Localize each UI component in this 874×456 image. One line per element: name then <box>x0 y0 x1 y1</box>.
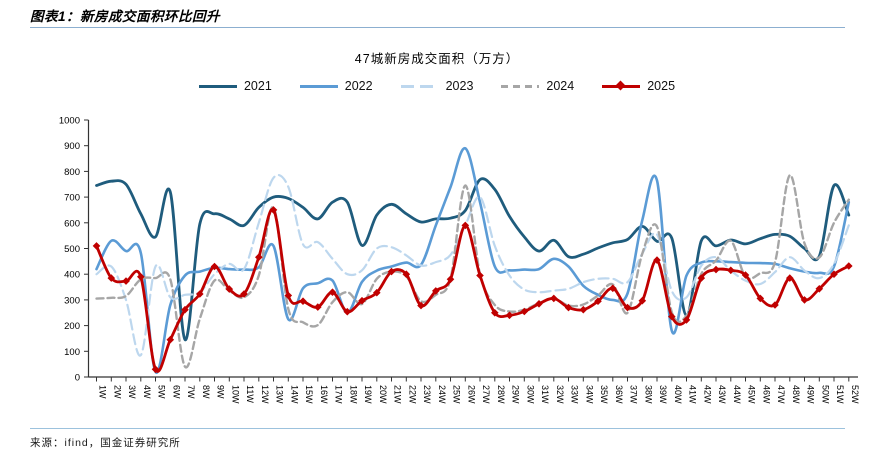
series-line-2025 <box>95 208 851 373</box>
x-tick-label: 25W <box>452 385 462 404</box>
y-tick-label: 200 <box>64 321 80 332</box>
series-line-2021 <box>95 177 851 342</box>
x-tick-label: 21W <box>393 385 403 404</box>
y-tick-label: 100 <box>64 347 80 358</box>
legend-item-2024: 2024 <box>501 79 574 93</box>
x-tick-label: 37W <box>629 385 639 404</box>
legend-item-2025: 2025 <box>602 79 675 93</box>
legend-label-2025: 2025 <box>647 79 676 93</box>
x-tick-label: 52W <box>850 385 860 404</box>
x-tick-label: 24W <box>437 385 447 404</box>
x-tick-label: 40W <box>673 385 683 404</box>
x-tick-label: 5W <box>157 385 167 399</box>
x-tick-label: 13W <box>275 385 285 404</box>
legend-label-2024: 2024 <box>546 79 575 93</box>
y-tick-label: 500 <box>64 244 80 255</box>
x-tick-label: 32W <box>555 385 565 404</box>
diamond-marker-icon <box>615 80 626 90</box>
x-tick-label: 31W <box>540 385 550 404</box>
x-tick-label: 28W <box>496 385 506 404</box>
series-line-2022 <box>95 146 851 374</box>
x-tick-label: 50W <box>821 385 831 404</box>
x-tick-label: 45W <box>747 385 757 404</box>
x-tick-label: 12W <box>260 385 270 404</box>
header-divider <box>30 27 845 28</box>
y-tick-label: 700 <box>64 193 80 204</box>
x-tick-label: 51W <box>835 385 845 404</box>
line-chart: 0 100 200 300 400 500 600 700 800 900 1000 1W 2W 3W 4W… <box>59 116 860 405</box>
x-tick-label: 10W <box>231 385 241 404</box>
legend-item-2023: 2023 <box>400 79 474 93</box>
x-tick-label: 17W <box>334 385 344 404</box>
x-tick-label: 44W <box>732 385 742 404</box>
y-tick-label: 900 <box>64 141 80 152</box>
x-tick-label: 33W <box>570 385 580 404</box>
series-line-2023 <box>95 173 850 357</box>
x-tick-label: 4W <box>142 385 152 399</box>
x-tick-label: 42W <box>703 385 713 404</box>
x-tick-label: 6W <box>172 385 182 399</box>
x-tick-label: 35W <box>599 385 609 404</box>
legend-label-2021: 2021 <box>243 79 272 93</box>
x-tick-label: 48W <box>791 385 801 404</box>
x-tick-label: 19W <box>363 385 373 404</box>
legend-label-2022: 2022 <box>344 79 373 93</box>
x-tick-label: 9W <box>216 385 226 399</box>
legend-marker-2023-icon <box>400 82 439 91</box>
y-tick-label: 400 <box>64 270 80 281</box>
x-tick-label: 49W <box>806 385 816 404</box>
x-tick-label: 22W <box>408 385 418 404</box>
x-tick-label: 39W <box>658 385 668 404</box>
legend-marker-2021-icon <box>198 82 237 91</box>
y-tick-label: 600 <box>64 218 80 229</box>
source-note: 来源：ifind，国金证券研究所 <box>30 437 181 449</box>
footer-divider <box>30 428 845 429</box>
x-tick-label: 14W <box>290 385 300 404</box>
figure-title: 图表1：新房成交面积环比回升 <box>30 9 221 24</box>
y-tick-label: 300 <box>64 295 80 306</box>
x-tick-label: 36W <box>614 385 624 404</box>
x-tick-label: 46W <box>762 385 772 404</box>
x-tick-label: 1W <box>98 385 108 399</box>
legend-marker-2025-icon <box>602 80 641 91</box>
legend-label-2023: 2023 <box>445 79 474 93</box>
chart-legend: 2021 2022 2023 2024 2025 <box>0 79 874 93</box>
x-tick-label: 29W <box>511 385 521 404</box>
x-tick-label: 2W <box>113 385 123 399</box>
x-tick-label: 26W <box>467 385 477 404</box>
y-tick-label: 1000 <box>59 116 80 127</box>
x-tick-label: 23W <box>422 385 432 404</box>
x-tick-label: 18W <box>349 385 359 404</box>
legend-marker-2024-icon <box>501 82 540 91</box>
legend-marker-2022-icon <box>299 82 338 91</box>
x-tick-label: 43W <box>717 385 727 404</box>
x-tick-label: 41W <box>688 385 698 404</box>
y-tick-label: 800 <box>64 167 80 178</box>
x-tick-label: 15W <box>304 385 314 404</box>
x-tick-label: 16W <box>319 385 329 404</box>
x-tick-label: 27W <box>481 385 491 404</box>
x-tick-label: 3W <box>127 385 137 399</box>
x-tick-label: 8W <box>201 385 211 399</box>
x-tick-label: 38W <box>644 385 654 404</box>
y-tick-label: 0 <box>75 373 80 384</box>
x-tick-label: 20W <box>378 385 388 404</box>
legend-item-2021: 2021 <box>198 79 272 93</box>
series-line-2024 <box>95 174 850 369</box>
x-tick-label: 47W <box>776 385 786 404</box>
legend-item-2022: 2022 <box>299 79 373 93</box>
chart-title: 47城新房成交面积（万方） <box>354 52 520 66</box>
x-tick-label: 34W <box>585 385 595 404</box>
x-tick-label: 7W <box>186 385 196 399</box>
x-tick-label: 11W <box>245 385 255 403</box>
x-tick-label: 30W <box>526 385 536 404</box>
